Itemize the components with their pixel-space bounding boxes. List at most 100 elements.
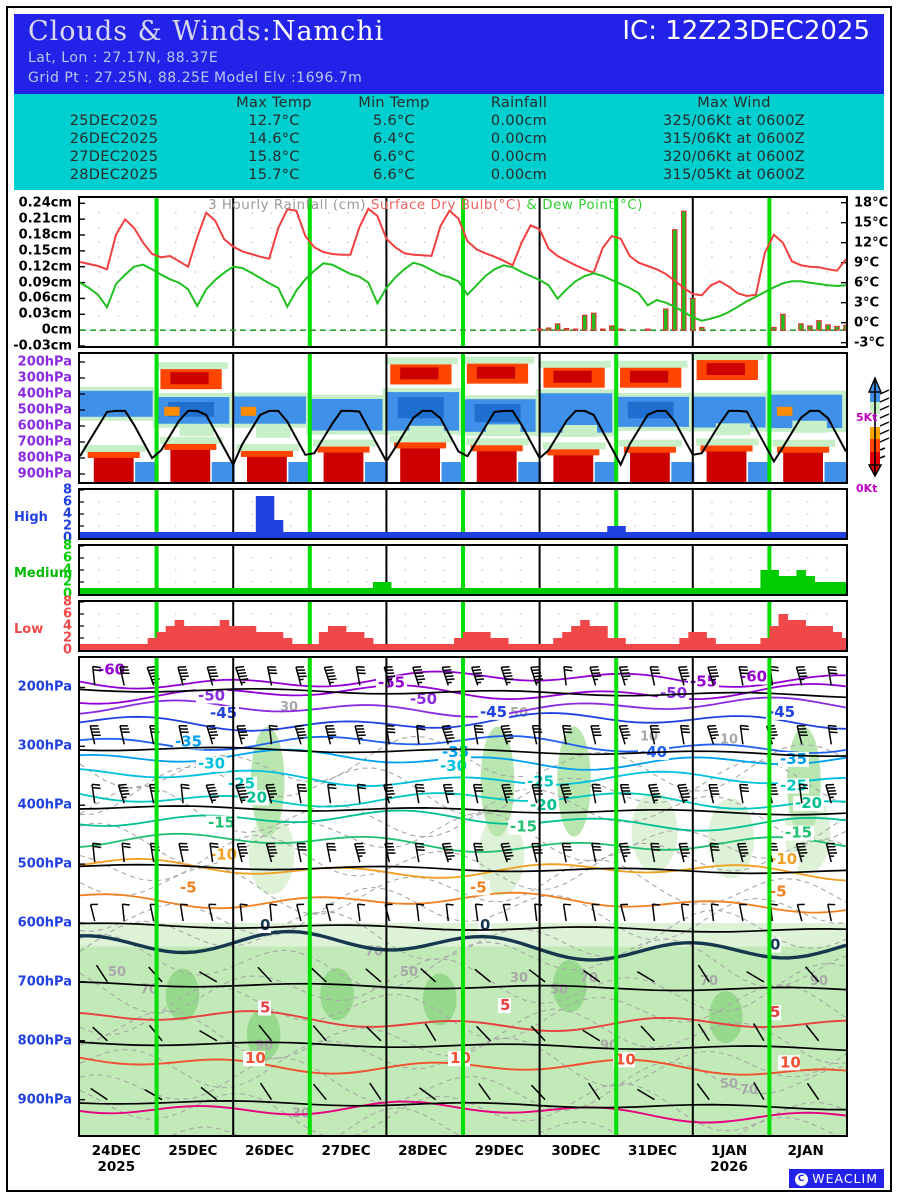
cloud-ytick: 8 [62,482,72,498]
cell-min-temp: 5.6°C [373,113,415,129]
pressure-ytick: 800hPa [17,450,72,466]
pressure-ytick: 800hPa [17,1033,72,1049]
date-tick-label: 29DEC [474,1143,524,1159]
svg-text:-15: -15 [510,818,537,836]
medium-cloud-label: Medium [14,566,73,581]
svg-text:70: 70 [740,1083,758,1098]
cell-max-wind: 325/06Kt at 0600Z [663,113,805,129]
pressure-ytick: 300hPa [17,738,72,754]
cell-min-temp: 6.6°C [373,149,415,165]
temperature-ytick: 0°C [854,315,880,331]
rainfall-ytick: 0.18cm [18,227,72,243]
panel-title-part: Surface Dry Bulb(°C) [370,197,527,213]
pressure-ytick: 900hPa [17,466,72,482]
svg-text:5: 5 [500,996,510,1014]
rainfall-temp-panel [78,196,848,348]
date-tick-label: 2JAN [787,1143,824,1159]
rainfall-ytick: 0.21cm [18,211,72,227]
svg-text:5: 5 [770,1003,780,1021]
cloud-ytick: 6 [62,606,72,622]
cloud-ytick: 6 [62,494,72,510]
date-tick-label: 27DEC [321,1143,371,1159]
svg-text:-5: -5 [470,878,487,896]
cell-min-temp: 6.6°C [373,167,415,183]
cell-max-temp: 14.6°C [248,131,300,147]
col-min-temp: Min Temp [358,95,430,111]
svg-text:50: 50 [108,965,126,980]
rainfall-ytick: 0.06cm [18,290,72,306]
cell-max-wind: 320/06Kt at 0600Z [663,149,805,165]
pressure-ytick: 300hPa [17,370,72,386]
rainfall-ytick: 0.12cm [18,259,72,275]
svg-text:50: 50 [720,1077,738,1092]
low-cloud-label: Low [14,622,44,637]
svg-text:10: 10 [720,732,738,747]
svg-text:5: 5 [260,999,270,1017]
date-year-label: 2025 [97,1159,136,1175]
upper-air-panel: 50709030507030507090503010101050709070-6… [78,656,848,1137]
svg-text:-5: -5 [180,878,197,896]
cell-date: 27DEC2025 [69,149,159,165]
initial-condition-label: IC: 12Z23DEC2025 [622,16,870,46]
col-max-wind: Max Wind [697,95,771,111]
svg-text:-55: -55 [690,672,717,690]
high-cloud-panel [78,488,848,540]
svg-text:-60: -60 [740,668,767,686]
cloud-ytick: 0 [62,642,72,658]
rainfall-ytick: 0.15cm [18,243,72,259]
cell-rainfall: 0.00cm [490,167,548,183]
svg-text:10: 10 [245,1049,266,1067]
cell-max-wind: 315/05Kt at 0600Z [663,167,805,183]
cloud-ytick: 4 [62,618,72,634]
daily-summary-table: Max Temp Min Temp Rainfall Max Wind 25DE… [14,94,884,190]
cloud-ytick: 8 [62,538,72,554]
date-tick-label: 30DEC [551,1143,601,1159]
gridpoint-label: Grid Pt : 27.25N, 88.25E [28,70,210,86]
svg-text:-20: -20 [795,794,822,812]
date-tick-label: 28DEC [398,1143,448,1159]
svg-text:-45: -45 [210,704,237,722]
col-date [14,94,214,112]
header-banner: Clouds & Winds:Namchi IC: 12Z23DEC2025 L… [14,14,884,94]
copyright-icon: C [795,1173,809,1186]
date-year-label: 2026 [710,1159,748,1175]
pressure-ytick: 900hPa [17,1092,72,1108]
cell-max-temp: 12.7°C [248,113,300,129]
vertical-velocity-panel [78,352,848,484]
model-elevation-label: Model Elv :1696.7m [214,70,363,86]
rainfall-ytick: 0.24cm [18,195,72,211]
page-border [6,6,892,1192]
svg-text:-55: -55 [378,673,405,691]
svg-text:-15: -15 [785,824,812,842]
wind-legend-top-label: 5Kt [856,411,878,424]
panel-title-part: & Dew Point(°C) [526,197,643,213]
cloud-ytick: 6 [62,550,72,566]
cell-rainfall: 0.00cm [490,149,548,165]
date-axis: 24DEC 25DEC 26DEC 27DEC 28DEC 29DEC 30DEC 31DEC… [0,1140,900,1190]
svg-text:-45: -45 [480,703,507,721]
wind-barb-legend [856,372,900,494]
cell-min-temp: 6.4°C [373,131,415,147]
rainfall-ytick: 0cm [41,322,72,338]
temperature-ytick: 18°C [854,195,889,211]
rainfall-ytick: -0.03cm [13,338,72,354]
wind-legend-bottom-label: 0Kt [856,482,878,495]
temperature-ytick: 6°C [854,275,880,291]
col-max-temp: Max Temp [236,95,312,111]
cell-max-temp: 15.8°C [248,149,300,165]
svg-text:0: 0 [480,916,490,934]
cloud-ytick: 8 [62,594,72,610]
svg-text:10: 10 [450,1049,471,1067]
pressure-ytick: 700hPa [17,974,72,990]
date-tick-label: 1JAN [711,1143,748,1159]
svg-text:-50: -50 [410,690,437,708]
watermark-text: WEACLIM [812,1171,878,1186]
date-tick-label: 31DEC [627,1143,678,1159]
svg-text:-20: -20 [530,796,557,814]
pressure-ytick: 700hPa [17,434,72,450]
pressure-ytick: 200hPa [17,354,72,370]
cell-date: 26DEC2025 [69,131,159,147]
cell-date: 28DEC2025 [69,167,159,183]
date-tick-label: 25DEC [168,1143,218,1159]
table-header-row: Max Temp Min Temp Rainfall Max Wind [14,94,884,112]
